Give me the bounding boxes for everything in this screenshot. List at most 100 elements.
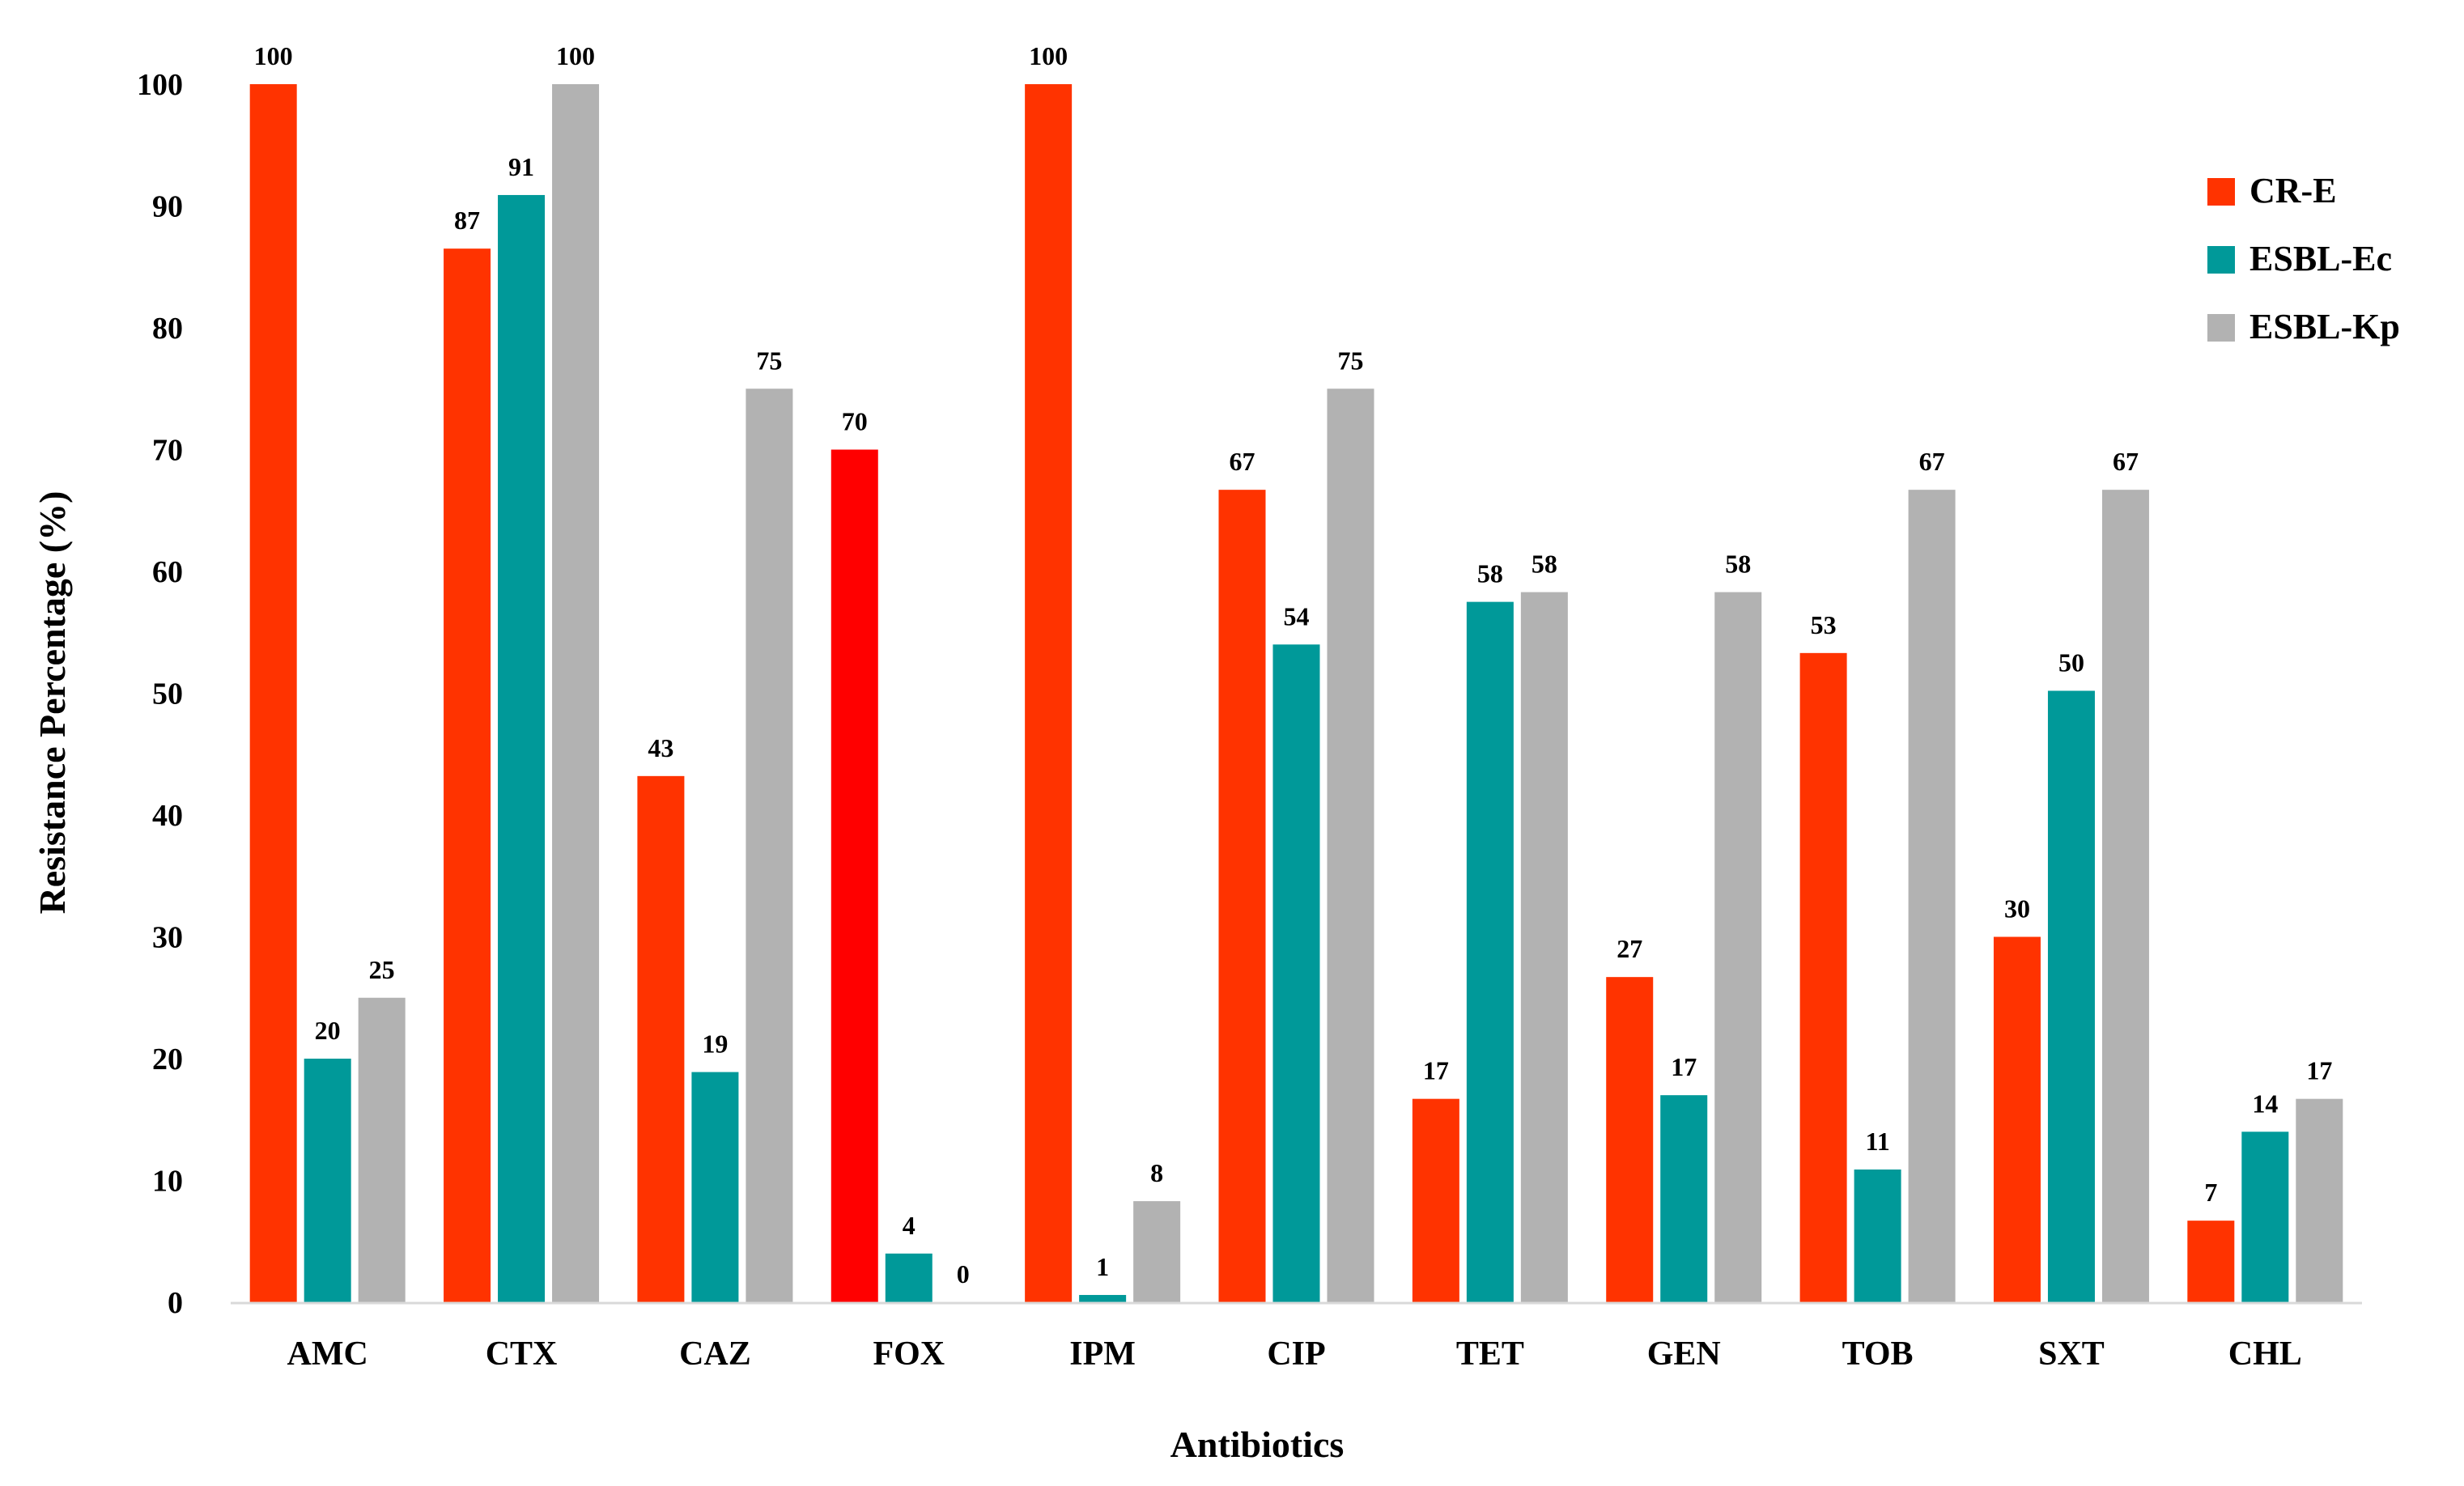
y-tick-label: 10	[152, 1165, 183, 1199]
bar-cr-e-amc	[249, 84, 297, 1302]
x-tick-label: SXT	[2038, 1335, 2105, 1373]
bar-esbl-ec-gen	[1660, 1095, 1708, 1302]
data-label-cr-e-ipm: 100	[1029, 41, 1068, 70]
data-label-cr-e-gen: 27	[1616, 934, 1642, 963]
data-label-esbl-kp-sxt: 67	[2113, 447, 2139, 476]
x-tick-label: CTX	[486, 1335, 558, 1373]
legend-label-esbl-ec: ESBL-Ec	[2249, 239, 2392, 278]
x-tick-label: CIP	[1267, 1335, 1325, 1373]
x-axis-title: Antibiotics	[1170, 1424, 1345, 1465]
y-tick-label: 80	[152, 312, 183, 346]
legend-label-cr-e: CR-E	[2249, 171, 2337, 210]
data-label-esbl-ec-cip: 54	[1284, 601, 1310, 630]
bar-esbl-kp-chl	[2296, 1098, 2343, 1302]
data-label-esbl-ec-caz: 19	[702, 1030, 728, 1059]
x-tick-label: CAZ	[679, 1335, 751, 1373]
bar-esbl-kp-ctx	[552, 84, 600, 1302]
y-tick-label: 30	[152, 921, 183, 955]
x-tick-label: IPM	[1069, 1335, 1136, 1373]
data-label-esbl-kp-tob: 67	[1919, 447, 1945, 476]
y-tick-label: 50	[152, 677, 183, 711]
x-axis-ticks: AMC CTX CAZ FOX IPM CIP TET GEN TOB SXT CHL	[287, 1335, 2302, 1373]
bar-esbl-kp-ipm	[1133, 1201, 1181, 1302]
data-label-esbl-kp-ctx: 100	[556, 41, 595, 70]
data-labels: 100 20 25 87 91 100 43 19 75 70 4 0 100 1 8 67 54 75 17 58 5…	[254, 41, 2333, 1289]
bar-cr-e-caz	[637, 775, 685, 1302]
bar-cr-e-fox	[831, 449, 878, 1302]
bar-esbl-kp-sxt	[2101, 490, 2149, 1302]
bar-esbl-ec-caz	[691, 1072, 739, 1302]
bar-cr-e-ipm	[1025, 84, 1073, 1302]
legend-swatch-esbl-kp	[2207, 314, 2235, 342]
y-tick-label: 0	[168, 1286, 183, 1320]
bar-cr-e-chl	[2187, 1221, 2235, 1302]
data-label-cr-e-tob: 53	[1811, 610, 1837, 639]
bar-esbl-kp-caz	[746, 388, 793, 1302]
data-label-cr-e-sxt: 30	[2004, 894, 2030, 923]
data-label-cr-e-ctx: 87	[454, 206, 480, 235]
data-label-cr-e-amc: 100	[254, 41, 293, 70]
bar-esbl-ec-chl	[2241, 1131, 2289, 1302]
bar-esbl-kp-cip	[1327, 388, 1374, 1302]
bar-esbl-ec-tet	[1466, 601, 1514, 1302]
bar-esbl-ec-tob	[1854, 1169, 1901, 1302]
bar-esbl-ec-ctx	[498, 194, 546, 1303]
x-tick-label: CHL	[2228, 1335, 2302, 1373]
data-label-esbl-kp-fox: 0	[957, 1259, 970, 1289]
x-tick-label: FOX	[873, 1335, 945, 1373]
data-label-esbl-ec-sxt: 50	[2058, 647, 2084, 677]
data-label-cr-e-cip: 67	[1230, 447, 1255, 476]
bar-cr-e-ctx	[444, 248, 491, 1302]
data-label-esbl-ec-ipm: 1	[1096, 1252, 1109, 1281]
bar-esbl-kp-tob	[1908, 490, 1956, 1302]
bar-cr-e-sxt	[1993, 936, 2041, 1302]
x-tick-label: TOB	[1842, 1335, 1914, 1373]
data-label-cr-e-caz: 43	[648, 733, 673, 762]
bar-esbl-ec-fox	[885, 1253, 932, 1302]
bar-cr-e-tob	[1799, 652, 1847, 1302]
data-label-esbl-ec-tet: 58	[1477, 559, 1503, 588]
x-tick-label: AMC	[287, 1335, 368, 1373]
bar-cr-e-tet	[1412, 1098, 1459, 1302]
y-axis-title: Resistance Percentage (%)	[32, 491, 73, 915]
data-label-esbl-kp-tet: 58	[1532, 550, 1557, 579]
data-label-cr-e-chl: 7	[2204, 1178, 2217, 1207]
y-tick-label: 40	[152, 799, 183, 833]
data-label-esbl-ec-gen: 17	[1671, 1052, 1697, 1081]
y-tick-label: 20	[152, 1042, 183, 1076]
bars	[249, 84, 2343, 1303]
bar-esbl-kp-gen	[1714, 592, 1762, 1302]
data-label-esbl-ec-ctx: 91	[508, 152, 534, 181]
legend-swatch-esbl-ec	[2207, 246, 2235, 274]
data-label-esbl-ec-tob: 11	[1865, 1127, 1889, 1156]
legend-label-esbl-kp: ESBL-Kp	[2249, 307, 2400, 346]
bar-esbl-kp-amc	[358, 997, 406, 1302]
bar-cr-e-cip	[1218, 490, 1266, 1302]
data-label-esbl-kp-cip: 75	[1338, 346, 1364, 375]
data-label-esbl-kp-ipm: 8	[1150, 1158, 1163, 1187]
y-tick-label: 70	[152, 434, 183, 468]
data-label-cr-e-fox: 70	[842, 407, 868, 436]
bar-esbl-ec-ipm	[1079, 1294, 1127, 1302]
data-label-esbl-kp-gen: 58	[1725, 550, 1751, 579]
bar-esbl-kp-tet	[1520, 592, 1568, 1302]
data-label-esbl-kp-caz: 75	[756, 346, 782, 375]
data-label-cr-e-tet: 17	[1423, 1056, 1449, 1085]
y-tick-label: 60	[152, 555, 183, 589]
data-label-esbl-ec-chl: 14	[2252, 1089, 2278, 1118]
bar-cr-e-gen	[1606, 977, 1654, 1302]
y-axis-ticks: 0 10 20 30 40 50 60 70 80 90 100	[137, 68, 183, 1320]
x-tick-label: GEN	[1647, 1335, 1721, 1373]
bar-esbl-ec-amc	[304, 1059, 351, 1302]
bar-esbl-ec-sxt	[2047, 690, 2095, 1302]
data-label-esbl-ec-amc: 20	[315, 1016, 341, 1045]
legend: CR-E ESBL-Ec ESBL-Kp	[2207, 171, 2400, 346]
legend-swatch-cr-e	[2207, 178, 2235, 206]
data-label-esbl-ec-fox: 4	[903, 1211, 916, 1240]
x-tick-label: TET	[1456, 1335, 1524, 1373]
data-label-esbl-kp-chl: 17	[2306, 1056, 2332, 1085]
y-tick-label: 90	[152, 190, 183, 224]
bar-esbl-ec-cip	[1272, 644, 1320, 1302]
data-label-esbl-kp-amc: 25	[369, 955, 395, 984]
